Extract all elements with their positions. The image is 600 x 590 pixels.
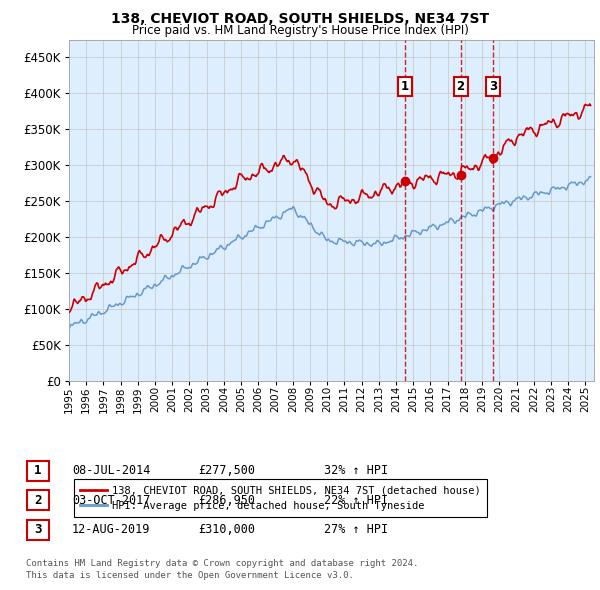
Text: 3: 3 [34, 523, 41, 536]
Text: 138, CHEVIOT ROAD, SOUTH SHIELDS, NE34 7ST: 138, CHEVIOT ROAD, SOUTH SHIELDS, NE34 7… [111, 12, 489, 26]
Text: £277,500: £277,500 [198, 464, 255, 477]
FancyBboxPatch shape [27, 520, 49, 540]
Text: 32% ↑ HPI: 32% ↑ HPI [324, 464, 388, 477]
Text: 2: 2 [457, 80, 464, 93]
Text: 03-OCT-2017: 03-OCT-2017 [72, 494, 151, 507]
FancyBboxPatch shape [27, 461, 49, 481]
Text: 27% ↑ HPI: 27% ↑ HPI [324, 523, 388, 536]
Text: 3: 3 [489, 80, 497, 93]
Text: Price paid vs. HM Land Registry's House Price Index (HPI): Price paid vs. HM Land Registry's House … [131, 24, 469, 37]
FancyBboxPatch shape [27, 490, 49, 510]
Text: This data is licensed under the Open Government Licence v3.0.: This data is licensed under the Open Gov… [26, 571, 353, 580]
Text: £310,000: £310,000 [198, 523, 255, 536]
Text: 1: 1 [34, 464, 41, 477]
Text: 1: 1 [401, 80, 409, 93]
Text: Contains HM Land Registry data © Crown copyright and database right 2024.: Contains HM Land Registry data © Crown c… [26, 559, 418, 568]
Text: 12-AUG-2019: 12-AUG-2019 [72, 523, 151, 536]
Text: £286,950: £286,950 [198, 494, 255, 507]
Legend: 138, CHEVIOT ROAD, SOUTH SHIELDS, NE34 7ST (detached house), HPI: Average price,: 138, CHEVIOT ROAD, SOUTH SHIELDS, NE34 7… [74, 479, 487, 517]
Text: 2: 2 [34, 494, 41, 507]
Text: 22% ↑ HPI: 22% ↑ HPI [324, 494, 388, 507]
Text: 08-JUL-2014: 08-JUL-2014 [72, 464, 151, 477]
